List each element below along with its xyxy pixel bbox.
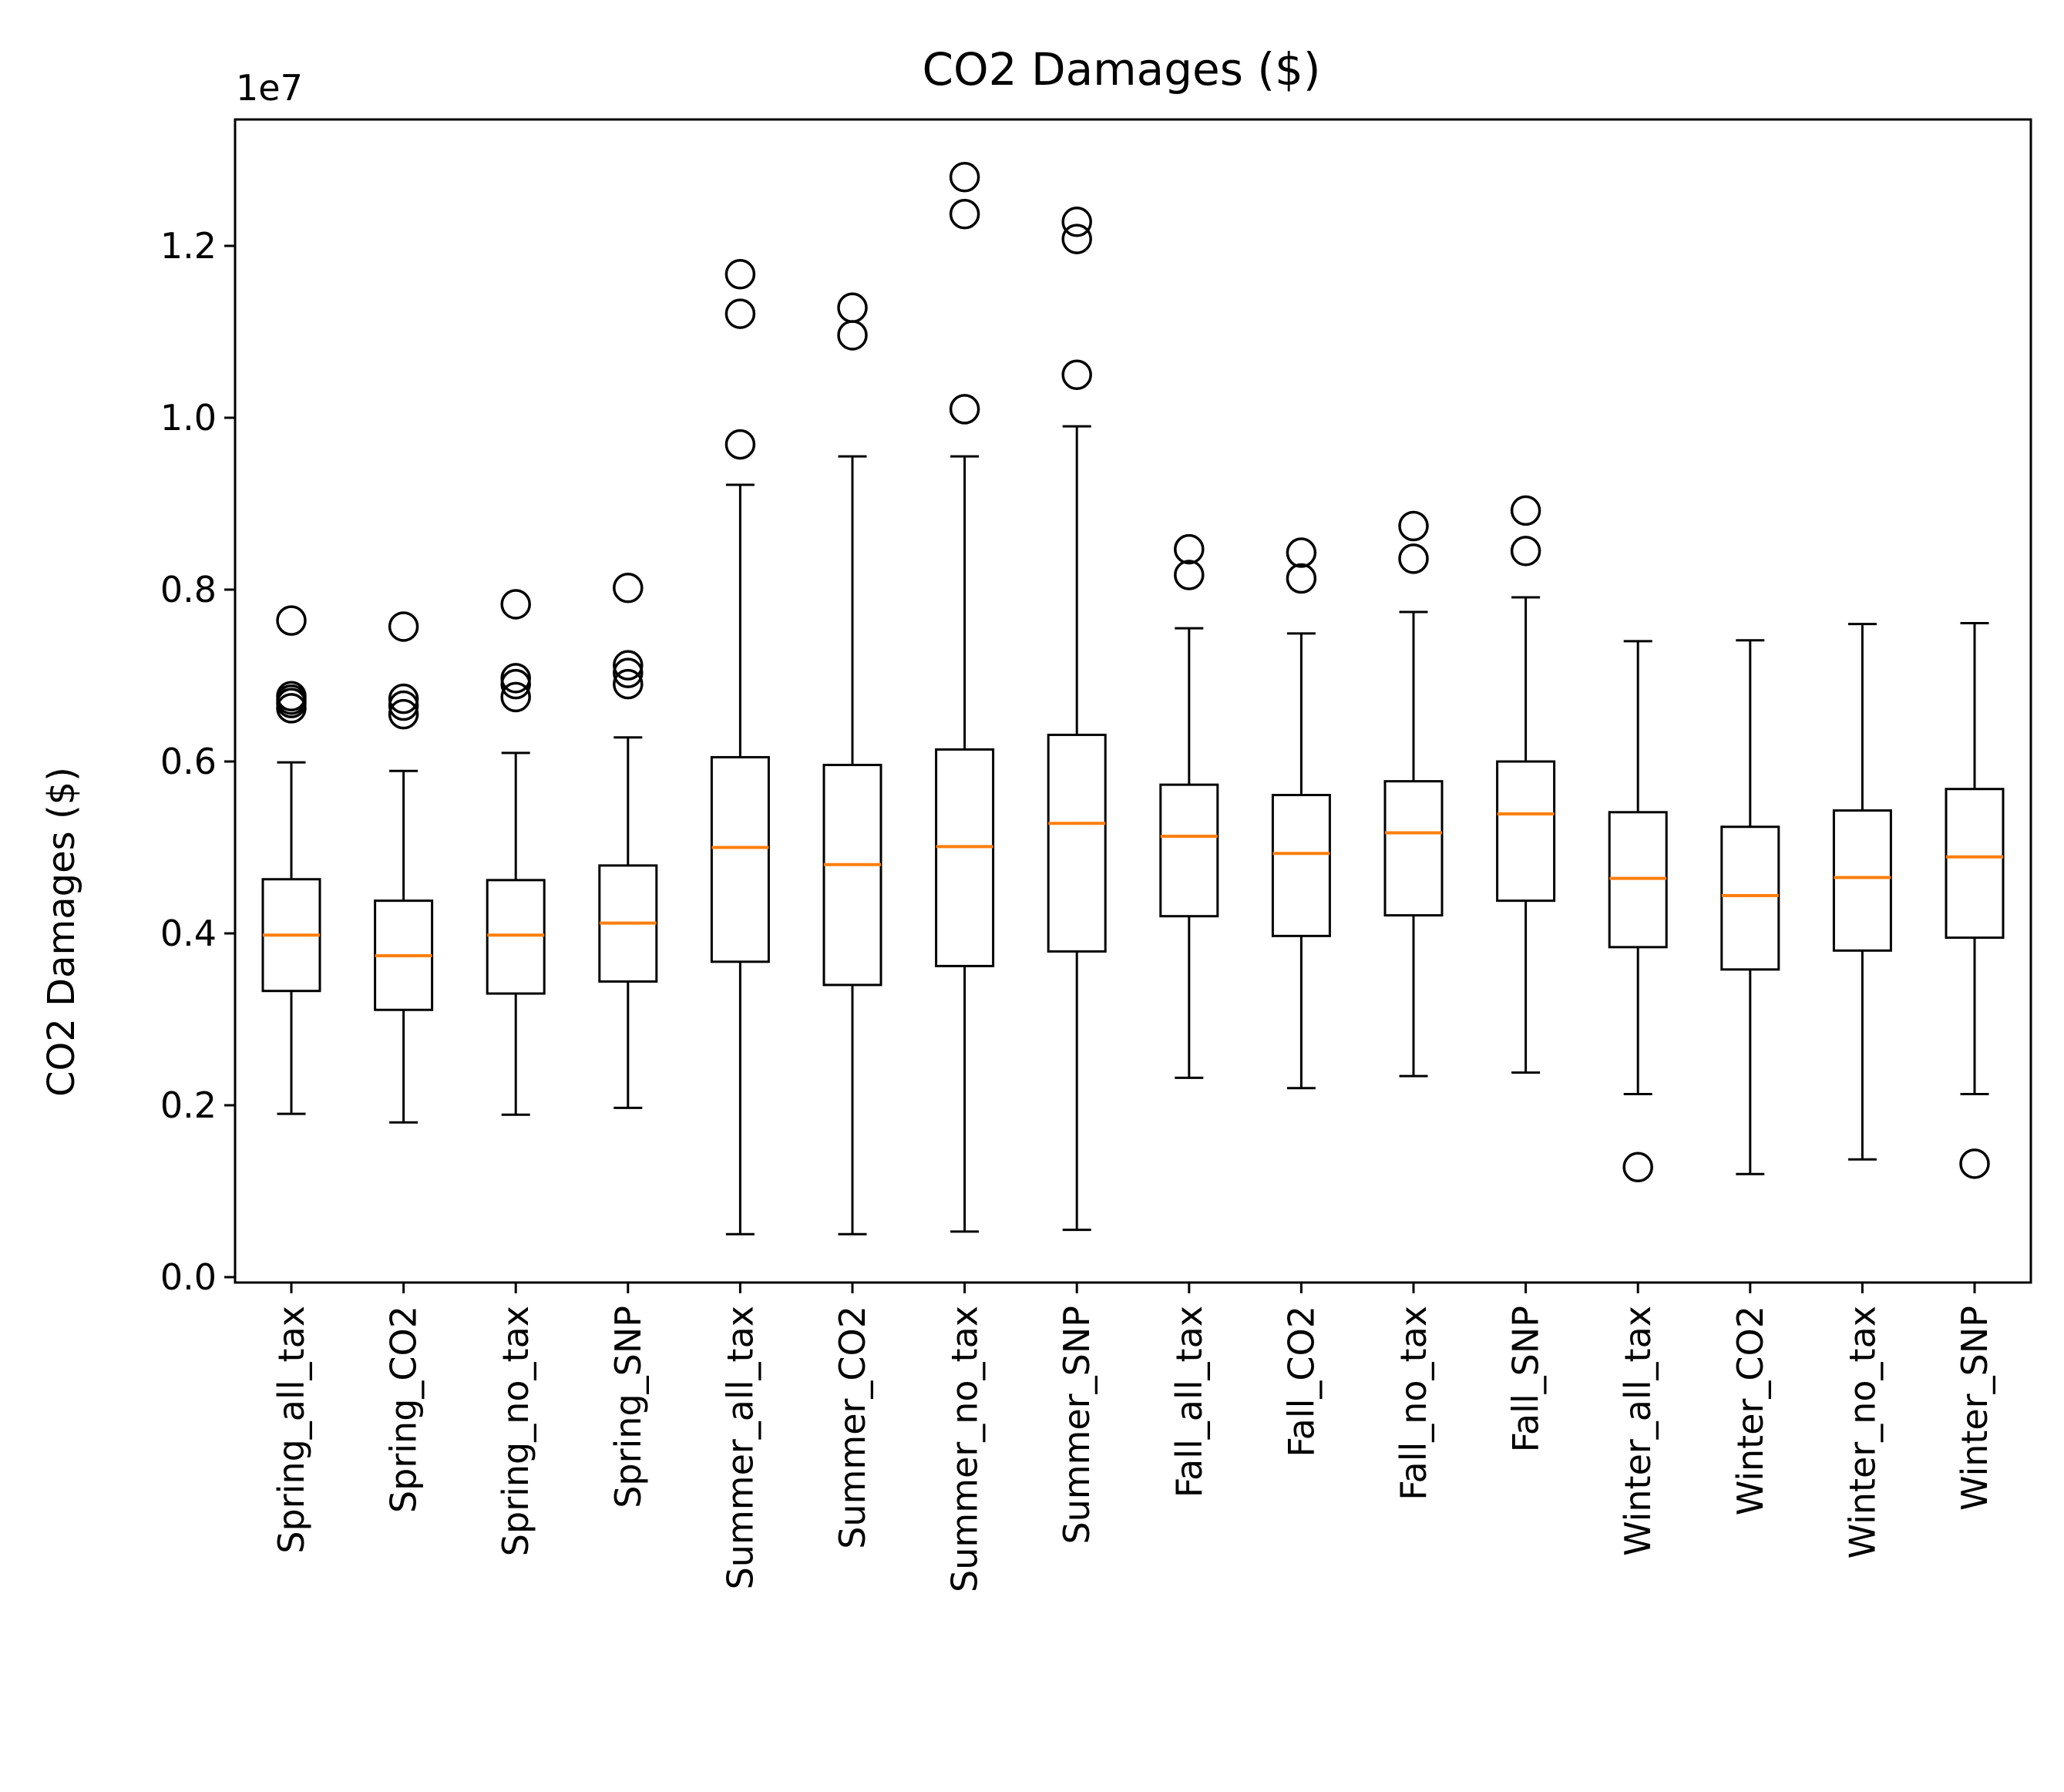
box bbox=[1945, 788, 2005, 940]
outlier-point bbox=[724, 429, 756, 460]
outlier-point bbox=[949, 198, 980, 230]
box bbox=[1159, 783, 1219, 918]
box bbox=[710, 755, 770, 963]
outlier-point bbox=[837, 292, 868, 324]
y-axis-offset-label: 1e7 bbox=[236, 67, 303, 109]
outlier-point bbox=[724, 298, 756, 329]
outlier-point bbox=[1398, 510, 1429, 542]
box bbox=[1496, 760, 1556, 903]
y-tick-label: 0.8 bbox=[160, 569, 217, 610]
outlier-point bbox=[1061, 224, 1092, 254]
x-tick-label: Summer_SNP bbox=[1056, 1306, 1098, 1545]
box bbox=[1271, 793, 1331, 937]
outlier-point bbox=[1174, 533, 1205, 565]
x-tick-label: Summer_CO2 bbox=[832, 1306, 873, 1549]
x-tick-label: Winter_all_tax bbox=[1617, 1306, 1659, 1556]
outlier-point bbox=[1061, 359, 1092, 390]
box bbox=[1047, 733, 1107, 953]
plot-frame bbox=[234, 118, 2032, 1284]
outlier-point bbox=[1174, 560, 1205, 590]
box bbox=[1832, 809, 1892, 952]
y-tick-label: 0.2 bbox=[160, 1084, 217, 1126]
box bbox=[822, 763, 882, 987]
outlier-point bbox=[1061, 207, 1092, 237]
y-tick-label: 0.0 bbox=[160, 1256, 217, 1298]
chart-title: CO2 Damages ($) bbox=[922, 43, 1320, 96]
x-tick-label: Spring_SNP bbox=[607, 1306, 649, 1508]
outlier-point bbox=[388, 698, 419, 730]
x-tick-label: Spring_all_tax bbox=[271, 1306, 312, 1554]
x-tick-label: Fall_no_tax bbox=[1393, 1306, 1434, 1501]
outlier-point bbox=[500, 681, 531, 713]
x-tick-label: Winter_no_tax bbox=[1841, 1306, 1883, 1558]
outlier-point bbox=[388, 683, 419, 714]
x-tick-label: Summer_all_tax bbox=[719, 1306, 761, 1589]
outlier-point bbox=[613, 573, 644, 603]
x-tick-label: Winter_CO2 bbox=[1730, 1306, 1771, 1515]
outlier-point bbox=[388, 690, 419, 721]
outlier-point bbox=[500, 589, 531, 620]
box bbox=[935, 748, 995, 967]
box bbox=[1720, 825, 1780, 971]
outlier-point bbox=[1622, 1152, 1653, 1183]
x-tick-label: Winter_SNP bbox=[1954, 1306, 1995, 1511]
y-tick-label: 1.2 bbox=[160, 225, 217, 267]
outlier-point bbox=[1959, 1148, 1990, 1179]
outlier-point bbox=[949, 394, 980, 425]
outlier-point bbox=[500, 663, 531, 694]
outlier-point bbox=[724, 259, 756, 290]
outlier-point bbox=[388, 611, 419, 642]
outlier-point bbox=[949, 162, 980, 193]
box bbox=[486, 879, 546, 995]
y-tick-label: 0.6 bbox=[160, 741, 217, 782]
x-tick-label: Spring_CO2 bbox=[383, 1306, 425, 1513]
outlier-point bbox=[613, 650, 644, 681]
outlier-point bbox=[1510, 495, 1541, 526]
x-tick-label: Summer_no_tax bbox=[944, 1306, 986, 1592]
y-tick-label: 0.4 bbox=[160, 913, 217, 954]
x-tick-label: Fall_all_tax bbox=[1168, 1306, 1210, 1498]
x-tick-label: Fall_SNP bbox=[1505, 1306, 1547, 1452]
outlier-point bbox=[1510, 536, 1541, 567]
outlier-point bbox=[613, 668, 644, 700]
outlier-point bbox=[1286, 537, 1317, 568]
outlier-point bbox=[1398, 543, 1429, 574]
outlier-point bbox=[837, 320, 868, 351]
plot-area: 0.0 0.2 0.4 0.6 0.8 1.0 1.2 Spring_all_tax Sprin… bbox=[160, 162, 2005, 1592]
y-axis-label: CO2 Damages ($) bbox=[40, 767, 83, 1097]
y-tick-label: 1.0 bbox=[160, 397, 217, 439]
outlier-point bbox=[276, 605, 307, 636]
box bbox=[1383, 780, 1444, 917]
outlier-point bbox=[276, 681, 307, 712]
x-tick-label: Spring_no_tax bbox=[495, 1306, 536, 1556]
outlier-point bbox=[613, 657, 644, 688]
x-tick-label: Fall_CO2 bbox=[1280, 1306, 1322, 1457]
outlier-point bbox=[1286, 563, 1317, 594]
